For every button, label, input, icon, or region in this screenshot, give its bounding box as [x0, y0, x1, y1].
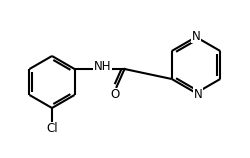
- Text: Cl: Cl: [46, 122, 58, 136]
- Text: O: O: [110, 88, 119, 101]
- Text: N: N: [194, 88, 202, 100]
- Text: N: N: [192, 30, 200, 43]
- Text: NH: NH: [94, 61, 111, 73]
